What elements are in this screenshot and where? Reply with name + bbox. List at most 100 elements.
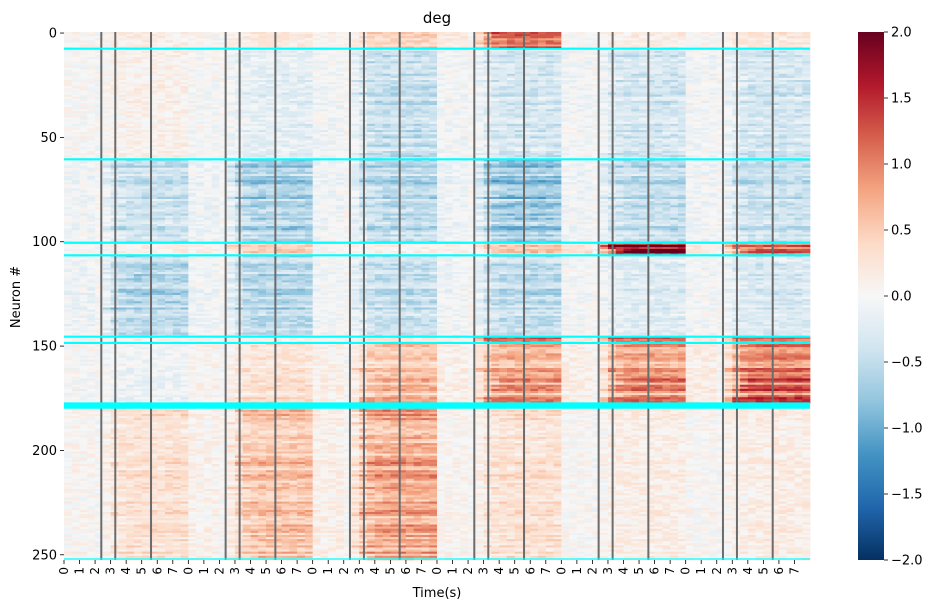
heatmap-cell [188,103,196,105]
heatmap-cell [787,57,795,59]
heatmap-cell [305,86,313,88]
heatmap-cell [600,122,608,124]
heatmap-cell [297,124,305,126]
heatmap-cell [188,130,196,132]
heatmap-cell [561,111,569,113]
heatmap-cell [251,128,259,130]
heatmap-cell [251,45,259,47]
heatmap-cell [453,88,461,90]
heatmap-cell [313,40,321,42]
heatmap-cell [375,84,383,86]
heatmap-cell [165,120,173,122]
heatmap-cell [686,107,694,109]
heatmap-cell [421,93,429,95]
heatmap-cell [142,128,150,130]
heatmap-cell [662,70,670,72]
heatmap-cell [173,78,181,80]
heatmap-cell [188,65,196,67]
heatmap-cell [212,76,220,78]
heatmap-cell [779,128,787,130]
heatmap-cell [437,78,445,80]
heatmap-cell [577,70,585,72]
heatmap-cell [585,86,593,88]
heatmap-cell [289,136,297,138]
heatmap-cell [251,105,259,107]
heatmap-cell [639,36,647,38]
heatmap-cell [763,120,771,122]
heatmap-cell [437,111,445,113]
heatmap-cell [64,67,72,69]
heatmap-cell [701,90,709,92]
heatmap-cell [289,76,297,78]
heatmap-cell [188,136,196,138]
heatmap-cell [445,51,453,53]
heatmap-cell [546,61,554,63]
heatmap-cell [305,53,313,55]
heatmap-cell [709,78,717,80]
heatmap-cell [616,59,624,61]
heatmap-cell [266,53,274,55]
heatmap-cell [406,76,414,78]
heatmap-cell [779,63,787,65]
heatmap-cell [212,111,220,113]
heatmap-cell [383,42,391,44]
heatmap-cell [437,45,445,47]
heatmap-cell [367,51,375,53]
heatmap-cell [282,57,290,59]
heatmap-cell [352,136,360,138]
heatmap-cell [134,40,142,42]
heatmap-cell [204,118,212,120]
heatmap-cell [725,86,733,88]
heatmap-cell [72,124,80,126]
heatmap-cell [297,107,305,109]
heatmap-cell [624,86,632,88]
heatmap-cell [297,101,305,103]
heatmap-cell [476,74,484,76]
heatmap-cell [406,45,414,47]
heatmap-cell [227,113,235,115]
heatmap-cell [530,45,538,47]
heatmap-cell [709,34,717,36]
heatmap-cell [631,111,639,113]
heatmap-cell [802,86,810,88]
heatmap-cell [709,40,717,42]
heatmap-cell [655,105,663,107]
heatmap-cell [693,55,701,57]
heatmap-cell [476,55,484,57]
heatmap-cell [515,38,523,40]
heatmap-cell [212,59,220,61]
heatmap-cell [313,88,321,90]
heatmap-cell [794,120,802,122]
heatmap-cell [631,132,639,134]
heatmap-cell [165,63,173,65]
heatmap-cell [577,34,585,36]
heatmap-cell [72,118,80,120]
heatmap-cell [655,82,663,84]
heatmap-cell [289,67,297,69]
heatmap-cell [499,111,507,113]
heatmap-cell [569,40,577,42]
heatmap-cell [655,61,663,63]
heatmap-cell [375,109,383,111]
heatmap-cell [740,122,748,124]
heatmap-cell [383,84,391,86]
heatmap-cell [64,111,72,113]
heatmap-cell [740,88,748,90]
heatmap-cell [530,61,538,63]
heatmap-cell [554,55,562,57]
heatmap-cell [662,63,670,65]
heatmap-cell [709,122,717,124]
heatmap-cell [421,34,429,36]
heatmap-cell [173,90,181,92]
heatmap-cell [670,61,678,63]
heatmap-cell [616,105,624,107]
heatmap-cell [491,36,499,38]
heatmap-cell [748,126,756,128]
heatmap-cell [453,107,461,109]
heatmap-cell [530,65,538,67]
heatmap-cell [429,80,437,82]
heatmap-cell [297,84,305,86]
heatmap-cell [530,138,538,140]
heatmap-cell [763,65,771,67]
heatmap-cell [756,130,764,132]
